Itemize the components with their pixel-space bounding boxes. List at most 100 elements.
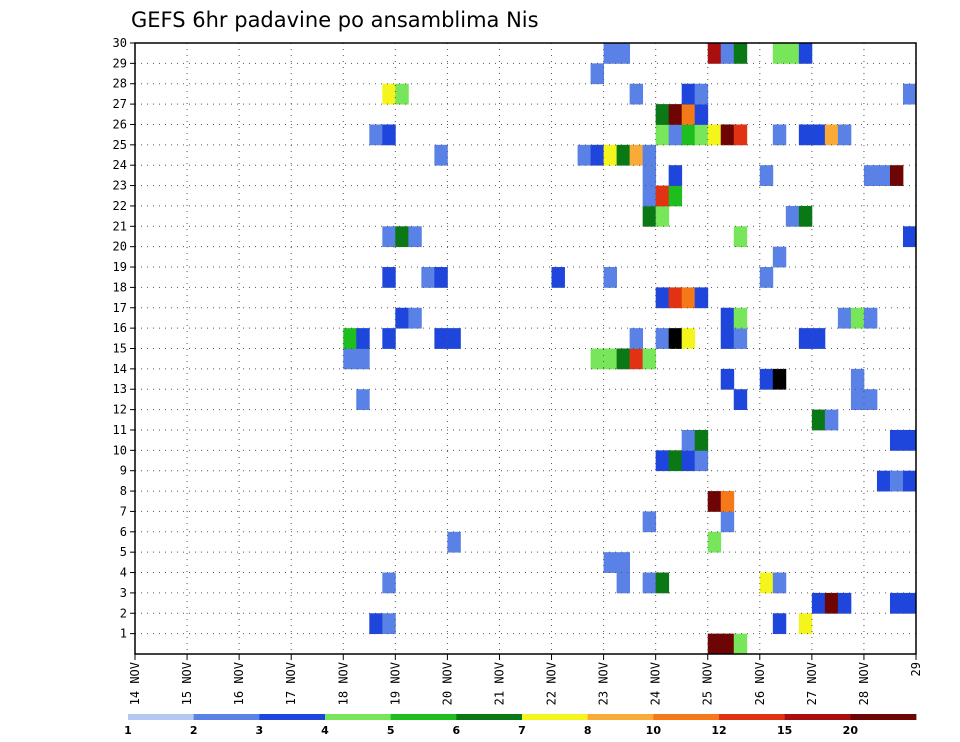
heatmap-cell bbox=[382, 267, 396, 288]
y-tick-label: 18 bbox=[113, 280, 127, 294]
heatmap-cell bbox=[551, 267, 565, 288]
y-tick-label: 14 bbox=[113, 362, 127, 376]
x-tick-label: 18 NOV bbox=[336, 662, 350, 705]
heatmap-cell bbox=[811, 409, 826, 431]
heatmap-cells bbox=[343, 43, 917, 655]
heatmap-cell bbox=[447, 328, 461, 349]
heatmap-cell bbox=[707, 491, 722, 512]
heatmap-cell bbox=[902, 592, 917, 614]
heatmap-cell bbox=[395, 226, 409, 248]
heatmap-cell bbox=[356, 348, 370, 370]
heatmap-cell bbox=[902, 226, 917, 248]
heatmap-cell bbox=[603, 267, 618, 288]
legend-swatch bbox=[128, 714, 195, 720]
heatmap-cell bbox=[850, 389, 865, 410]
heatmap-cell bbox=[616, 552, 631, 573]
heatmap-cell bbox=[681, 450, 696, 472]
heatmap-cell bbox=[759, 572, 774, 594]
y-tick-label: 9 bbox=[120, 464, 127, 478]
heatmap-cell bbox=[616, 572, 631, 594]
heatmap-cell bbox=[785, 43, 800, 64]
heatmap-cell bbox=[902, 470, 917, 492]
heatmap-cell bbox=[798, 328, 813, 349]
heatmap-cell bbox=[655, 205, 670, 227]
x-tick-label: 14 NOV bbox=[128, 662, 142, 705]
legend-swatch bbox=[850, 714, 917, 720]
heatmap-cell bbox=[694, 83, 709, 105]
heatmap-cell bbox=[655, 328, 670, 349]
heatmap-cell bbox=[343, 348, 357, 370]
heatmap-cell bbox=[629, 144, 644, 166]
heatmap-cell bbox=[642, 511, 657, 533]
heatmap-cell bbox=[876, 470, 891, 492]
legend-swatch bbox=[522, 714, 589, 720]
grid-lines bbox=[135, 43, 916, 654]
heatmap-cell bbox=[603, 144, 618, 166]
y-tick-label: 7 bbox=[120, 504, 127, 518]
heatmap-cell bbox=[577, 144, 591, 166]
heatmap-cell bbox=[759, 267, 774, 288]
y-tick-label: 2 bbox=[120, 606, 127, 620]
heatmap-cell bbox=[759, 368, 774, 390]
y-tick-label: 27 bbox=[113, 97, 127, 111]
heatmap-cell bbox=[863, 389, 878, 410]
heatmap-cell bbox=[707, 633, 722, 655]
y-tick-label: 22 bbox=[113, 199, 127, 213]
y-tick-label: 8 bbox=[120, 484, 127, 498]
heatmap-cell bbox=[876, 165, 891, 186]
heatmap-cell bbox=[889, 592, 904, 614]
heatmap-cell bbox=[694, 104, 709, 125]
heatmap-cell bbox=[616, 144, 631, 166]
heatmap-cell bbox=[720, 368, 735, 390]
heatmap-cell bbox=[655, 104, 670, 125]
legend-swatch bbox=[456, 714, 523, 720]
heatmap-cell bbox=[590, 348, 604, 370]
heatmap-cell bbox=[811, 124, 826, 146]
heatmap-cell bbox=[772, 613, 787, 635]
y-tick-label: 16 bbox=[113, 321, 127, 335]
legend-swatch bbox=[719, 714, 786, 720]
heatmap-cell bbox=[369, 613, 383, 635]
heatmap-cell bbox=[408, 226, 422, 248]
chart-title: GEFS 6hr padavine po ansamblima Nis bbox=[131, 8, 539, 32]
heatmap-cell bbox=[408, 307, 422, 329]
heatmap-cell bbox=[382, 572, 396, 594]
heatmap-cell bbox=[642, 185, 657, 207]
y-tick-label: 28 bbox=[113, 77, 127, 91]
y-tick-label: 25 bbox=[113, 138, 127, 152]
heatmap-cell bbox=[343, 328, 357, 349]
heatmap-cell bbox=[811, 592, 826, 614]
heatmap-cell bbox=[616, 348, 631, 370]
legend-label: 7 bbox=[518, 724, 526, 737]
heatmap-cell bbox=[629, 348, 644, 370]
heatmap-cell bbox=[785, 205, 800, 227]
heatmap-cell bbox=[772, 124, 787, 146]
heatmap-cell bbox=[356, 328, 370, 349]
heatmap-cell bbox=[642, 205, 657, 227]
legend-label: 1 bbox=[124, 724, 132, 737]
heatmap-cell bbox=[694, 450, 709, 472]
x-tick-label: 19 NOV bbox=[388, 662, 402, 705]
heatmap-cell bbox=[382, 124, 396, 146]
x-tick-label: 21 NOV bbox=[492, 662, 506, 705]
heatmap-cell bbox=[733, 43, 748, 64]
heatmap-cell bbox=[668, 104, 683, 125]
x-tick-label: 22 NOV bbox=[545, 662, 559, 705]
heatmap-cell bbox=[668, 328, 683, 349]
heatmap-cell bbox=[863, 165, 878, 186]
heatmap-cell bbox=[798, 43, 813, 64]
legend-label: 20 bbox=[843, 724, 859, 737]
y-tick-label: 5 bbox=[120, 545, 127, 559]
x-axis-ticks: 14 NOV 15 NOV 16 NOV 17 NOV 18 NOV 19 NOV 20 N… bbox=[128, 654, 923, 705]
heatmap-cell bbox=[668, 165, 683, 186]
heatmap-cell bbox=[421, 267, 435, 288]
legend-swatch bbox=[193, 714, 260, 720]
heatmap-cell bbox=[824, 124, 839, 146]
heatmap-cell bbox=[694, 124, 709, 146]
x-tick-label: 26 NOV bbox=[753, 662, 767, 705]
heatmap-cell bbox=[603, 552, 618, 573]
heatmap-cell bbox=[694, 429, 709, 451]
heatmap-cell bbox=[850, 368, 865, 390]
heatmap-cell bbox=[642, 572, 657, 594]
heatmap-cell bbox=[720, 633, 735, 655]
